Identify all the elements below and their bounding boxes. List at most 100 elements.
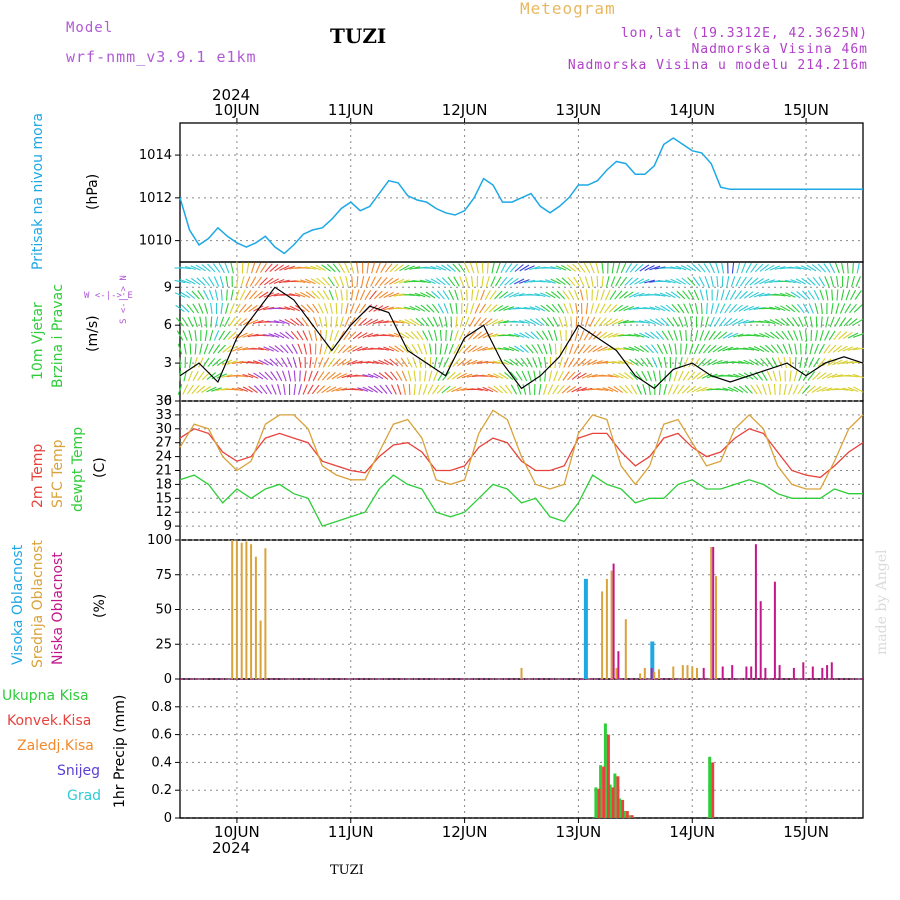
wind-arrow bbox=[467, 345, 477, 353]
wind-arrow bbox=[787, 330, 794, 341]
wind-arrow bbox=[324, 329, 328, 342]
wind-arrow bbox=[568, 289, 575, 301]
wind-arrow bbox=[400, 357, 408, 368]
wind-arrow bbox=[324, 316, 328, 328]
wind-arrow bbox=[779, 383, 781, 396]
wind-arrow bbox=[655, 331, 665, 340]
wind-arrow bbox=[466, 289, 468, 301]
wind-arrow bbox=[853, 318, 864, 326]
cloud-bar bbox=[759, 601, 762, 679]
wind-arrow bbox=[521, 370, 528, 382]
wind-arrow bbox=[650, 331, 660, 340]
cloud-bar bbox=[605, 578, 608, 679]
wind-arrow bbox=[693, 289, 700, 301]
wind-arrow bbox=[298, 357, 302, 368]
wind-arrow bbox=[430, 278, 441, 285]
wind-arrow bbox=[575, 316, 578, 328]
wind-arrow bbox=[852, 347, 864, 351]
wind-arrow bbox=[263, 277, 274, 286]
wind-arrow bbox=[605, 275, 610, 288]
wind-arrow bbox=[644, 319, 655, 325]
wind-arrow bbox=[553, 330, 558, 341]
wind-arrow bbox=[706, 302, 708, 315]
wind-arrow bbox=[591, 388, 603, 391]
wind-arrow bbox=[540, 304, 551, 313]
wind-arrow bbox=[383, 291, 394, 299]
wind-arrow bbox=[479, 303, 487, 314]
bottom-day-label: 12JUN bbox=[442, 823, 488, 841]
y-tick-label: 100 bbox=[147, 533, 172, 548]
cloud-unit: (%) bbox=[92, 594, 108, 618]
wind-arrow bbox=[856, 262, 860, 274]
wind-arrow bbox=[599, 303, 606, 314]
wind-arrow bbox=[341, 373, 353, 379]
wind-arrow bbox=[743, 291, 754, 299]
wind-arrow bbox=[444, 343, 449, 355]
wind-arrow bbox=[329, 329, 334, 342]
wind-arrow bbox=[405, 344, 414, 354]
wind-arrow bbox=[457, 344, 466, 354]
wind-arrow bbox=[214, 316, 219, 328]
wind-arrow bbox=[836, 276, 839, 287]
wind-arrow bbox=[216, 358, 227, 367]
wind-arrow bbox=[727, 386, 739, 393]
wind-arrow bbox=[388, 333, 400, 338]
wind-arrow bbox=[767, 383, 772, 396]
wind-arrow bbox=[675, 265, 687, 271]
bottom-day-label: 10JUN bbox=[214, 823, 260, 841]
wind-arrow bbox=[253, 372, 264, 380]
wind-arrow bbox=[825, 289, 829, 301]
wind-arrow bbox=[285, 331, 295, 340]
wind-arrow bbox=[842, 331, 853, 340]
temp-line-1 bbox=[179, 409, 864, 490]
wind-arrow bbox=[567, 371, 576, 381]
wind-arrow bbox=[735, 276, 742, 287]
wind-arrow bbox=[271, 384, 277, 395]
wind-arrow bbox=[577, 263, 586, 273]
wind-arrow bbox=[778, 370, 782, 382]
wind-arrow bbox=[383, 334, 395, 337]
wind-arrow bbox=[764, 319, 775, 325]
precip-label-grad: Grad bbox=[67, 788, 101, 804]
wind-arrow bbox=[255, 262, 262, 274]
wind-arrow bbox=[709, 262, 715, 274]
wind-arrow bbox=[377, 347, 390, 351]
wind-arrow bbox=[680, 265, 692, 271]
wind-arrow bbox=[239, 289, 246, 301]
wind-arrow bbox=[677, 384, 685, 395]
y-tick-label: 0 bbox=[164, 394, 172, 409]
station-title: TUZI bbox=[330, 24, 387, 48]
wind-arrow bbox=[469, 303, 475, 314]
wind-arrow bbox=[833, 330, 842, 341]
wind-arrow bbox=[453, 343, 460, 355]
wind-arrow bbox=[332, 263, 341, 273]
wind-arrow bbox=[509, 371, 518, 381]
wind-arrow bbox=[705, 289, 709, 301]
wind-arrow bbox=[499, 276, 508, 287]
wind-arrow bbox=[712, 359, 723, 366]
wind-arrow bbox=[759, 345, 770, 353]
wind-arrow bbox=[242, 373, 254, 379]
wind-arrow bbox=[343, 330, 351, 341]
wind-arrow bbox=[663, 384, 668, 395]
wind-arrow bbox=[629, 263, 638, 273]
y-tick-label: 18 bbox=[155, 477, 172, 492]
wind-arrow bbox=[834, 262, 840, 274]
wind-arrow bbox=[351, 275, 354, 288]
wind-arrow bbox=[681, 277, 691, 286]
y-tick-label: 27 bbox=[155, 436, 172, 451]
wind-arrow bbox=[539, 292, 551, 298]
wind-arrow bbox=[597, 346, 608, 352]
wind-arrow bbox=[759, 332, 770, 339]
wind-arrow bbox=[793, 370, 798, 382]
wind-arrow bbox=[792, 384, 799, 395]
wind-arrow bbox=[657, 357, 663, 368]
wind-arrow bbox=[194, 343, 197, 355]
wind-arrow bbox=[682, 290, 691, 300]
wind-arrow bbox=[503, 306, 515, 311]
wind-arrow bbox=[409, 305, 421, 312]
wind-arrow bbox=[485, 276, 490, 287]
wind-arrow bbox=[213, 330, 220, 341]
wind-arrow bbox=[469, 262, 475, 274]
wind-arrow bbox=[519, 279, 530, 284]
